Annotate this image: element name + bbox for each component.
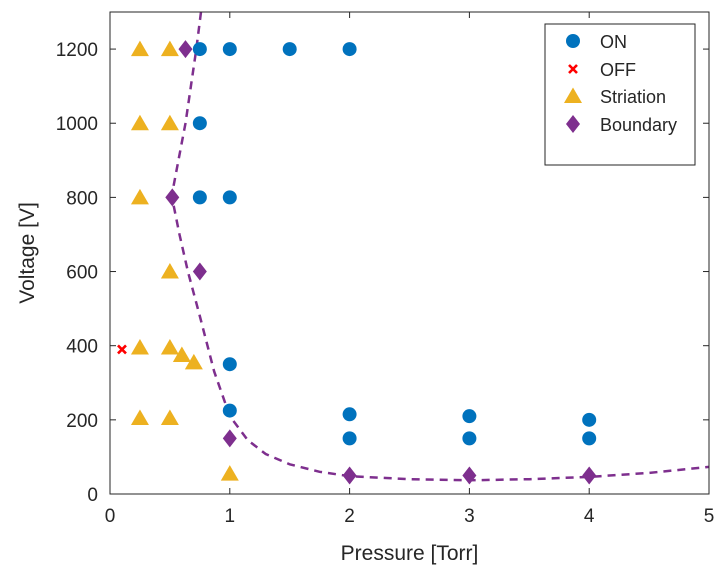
legend-marker-striation [564, 87, 582, 103]
y-tick-label: 600 [66, 263, 98, 284]
point-striation [160, 339, 179, 355]
point-striation [220, 465, 239, 481]
point-boundary [178, 40, 193, 59]
y-tick-label: 1000 [56, 114, 98, 135]
y-tick-label: 1200 [56, 40, 98, 61]
point-striation [184, 353, 203, 370]
legend: ON OFF Striation Boundary [544, 23, 696, 166]
axis-ticks-layer: 0 1 2 3 4 5 0 200 400 600 800 1000 1200 [56, 12, 715, 527]
point-striation [160, 409, 179, 425]
point-striation [160, 40, 179, 57]
plot-frame [109, 11, 710, 495]
point-on [192, 190, 207, 205]
legend-marker-off [568, 64, 578, 74]
x-axis-label: Pressure [Torr] [341, 542, 479, 565]
x-tick-label: 1 [225, 506, 236, 527]
point-striation [130, 40, 149, 57]
legend-markers [564, 34, 582, 133]
x-tick-label: 2 [344, 506, 355, 527]
x-tick-label: 5 [704, 506, 715, 527]
point-on [192, 116, 207, 131]
legend-label-on: ON [600, 32, 627, 52]
legend-label-off: OFF [600, 60, 636, 80]
point-on [342, 407, 357, 422]
point-on [342, 431, 357, 446]
point-off [117, 344, 127, 355]
point-on [222, 42, 237, 57]
point-on [222, 357, 237, 372]
point-on [582, 412, 597, 427]
point-boundary [165, 188, 180, 207]
point-boundary [342, 466, 357, 485]
point-boundary [192, 262, 207, 281]
point-on [342, 42, 357, 57]
point-on [222, 190, 237, 205]
point-boundary [462, 466, 477, 485]
point-striation [130, 114, 149, 131]
x-tick-label: 0 [105, 506, 116, 527]
y-tick-label: 400 [66, 337, 98, 358]
legend-marker-boundary [566, 115, 580, 133]
legend-label-boundary: Boundary [600, 115, 677, 135]
point-boundary [582, 466, 597, 485]
point-striation [130, 188, 149, 205]
x-tick-label: 4 [584, 506, 595, 527]
point-striation [130, 409, 149, 425]
point-on [462, 431, 477, 446]
point-on [222, 403, 237, 418]
y-tick-label: 0 [87, 485, 98, 506]
y-tick-label: 200 [66, 411, 98, 432]
point-striation [160, 114, 179, 131]
y-tick-label: 800 [66, 188, 98, 209]
point-striation [130, 339, 149, 355]
point-on [582, 431, 597, 446]
point-on [192, 42, 207, 57]
point-boundary [222, 429, 237, 448]
point-on [282, 42, 297, 57]
x-tick-label: 3 [464, 506, 475, 527]
y-axis-label: Voltage [V] [16, 202, 39, 304]
point-striation [160, 263, 179, 279]
data-markers-layer [117, 40, 597, 485]
point-striation [172, 346, 191, 362]
legend-label-striation: Striation [600, 87, 666, 107]
legend-marker-on [566, 34, 580, 48]
point-on [462, 409, 477, 424]
